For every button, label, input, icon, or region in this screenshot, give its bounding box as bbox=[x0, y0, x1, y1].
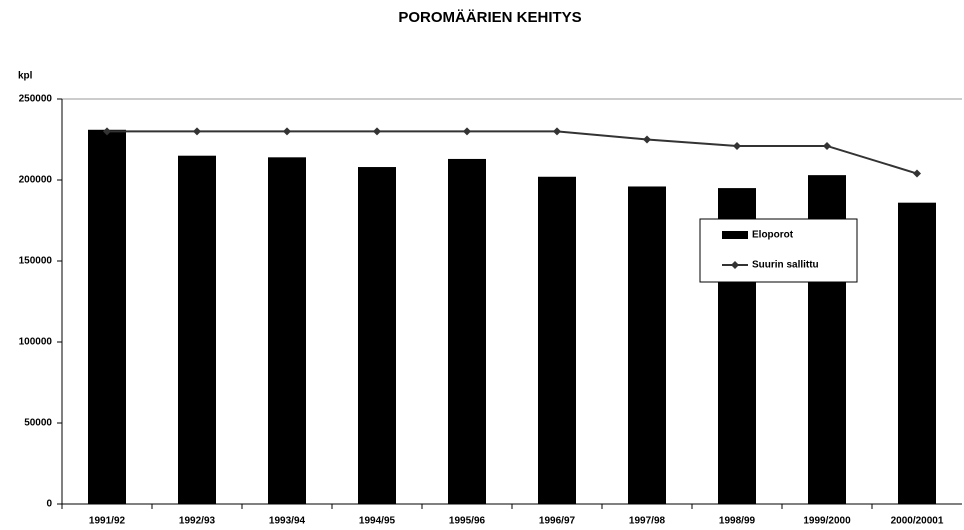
x-tick-label: 1998/99 bbox=[719, 516, 756, 527]
bar bbox=[88, 129, 126, 504]
bar bbox=[538, 176, 576, 504]
line-marker bbox=[643, 135, 651, 144]
x-tick-label: 1996/97 bbox=[539, 516, 576, 527]
line-marker bbox=[103, 127, 111, 136]
x-tick-label: 1999/2000 bbox=[803, 516, 851, 527]
y-tick-label: 250000 bbox=[19, 94, 53, 105]
y-tick-label: 0 bbox=[46, 499, 52, 510]
y-tick-label: 100000 bbox=[19, 337, 53, 348]
line-marker bbox=[373, 127, 381, 136]
bar bbox=[628, 186, 666, 505]
chart-title: POROMÄÄRIEN KEHITYS bbox=[398, 9, 581, 26]
line-marker bbox=[553, 127, 561, 136]
bar bbox=[358, 167, 396, 505]
line-marker bbox=[463, 127, 471, 136]
y-tick-label: 200000 bbox=[19, 175, 53, 186]
x-tick-label: 1992/93 bbox=[179, 516, 216, 527]
legend-swatch bbox=[722, 231, 748, 239]
x-tick-label: 1991/92 bbox=[89, 516, 126, 527]
line bbox=[107, 130, 918, 175]
y-axis-label: kpl bbox=[18, 71, 33, 82]
x-tick-label: 1994/95 bbox=[359, 516, 396, 527]
y-tick-label: 150000 bbox=[19, 256, 53, 267]
line-marker bbox=[283, 127, 291, 136]
bar bbox=[178, 155, 216, 504]
legend-box bbox=[699, 218, 858, 283]
legend-label: Suurin sallittu bbox=[752, 260, 819, 271]
legend-swatch-marker bbox=[731, 261, 739, 269]
x-tick-label: 1993/94 bbox=[269, 516, 306, 527]
x-tick-label: 1997/98 bbox=[629, 516, 666, 527]
line-marker bbox=[193, 127, 201, 136]
y-tick-label: 50000 bbox=[24, 418, 52, 429]
bar bbox=[268, 157, 306, 504]
legend-label: Eloporot bbox=[752, 230, 794, 241]
x-tick-label: 1995/96 bbox=[449, 516, 486, 527]
x-tick-label: 2000/20001 bbox=[891, 516, 944, 527]
line-marker bbox=[823, 141, 831, 150]
bar bbox=[898, 202, 936, 504]
line-marker bbox=[733, 141, 741, 150]
line-marker bbox=[913, 169, 921, 178]
bar bbox=[448, 158, 486, 504]
